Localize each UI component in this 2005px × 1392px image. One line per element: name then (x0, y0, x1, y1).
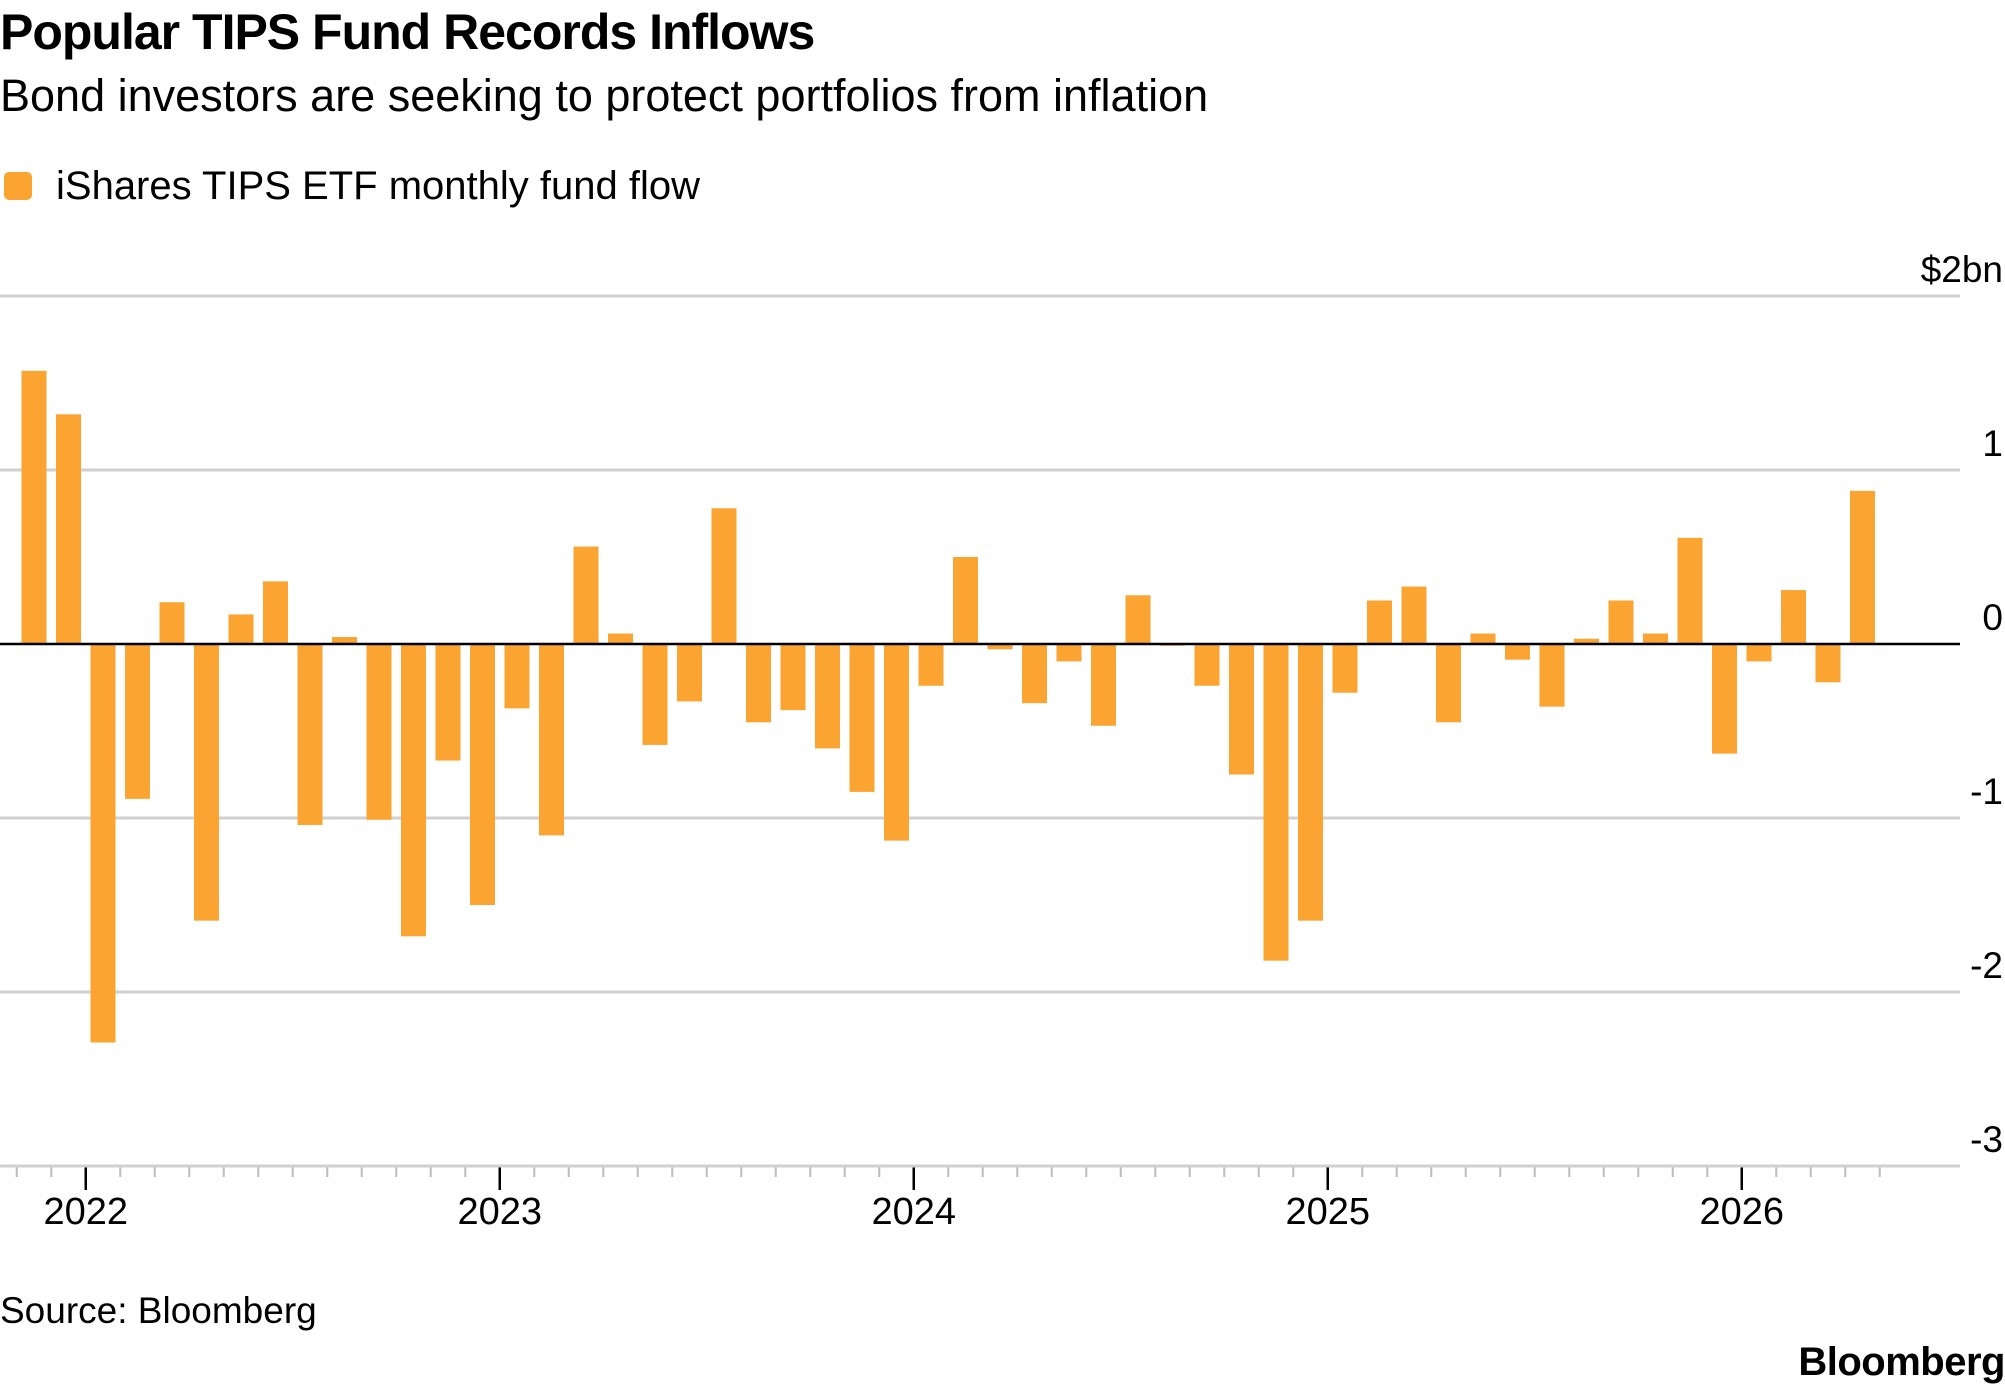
chart-title: Popular TIPS Fund Records Inflows (0, 4, 815, 60)
x-axis-ticks (0, 1164, 1960, 1190)
bar-2023-03 (573, 546, 599, 644)
x-tick-label: 2026 (1699, 1191, 1784, 1233)
bar-2025-02 (1367, 600, 1392, 644)
legend-swatch (4, 172, 32, 200)
bar-2021-11 (21, 370, 47, 644)
bar-2026-03 (1815, 644, 1841, 683)
bar-2022-04 (194, 644, 219, 921)
bar-2025-08 (1574, 638, 1599, 644)
bar-2022-10 (401, 644, 426, 937)
bar-2025-06 (1505, 644, 1530, 660)
y-tick-label: -1 (1970, 771, 2003, 812)
x-tick-label: 2025 (1285, 1191, 1370, 1233)
bar-2024-02 (953, 557, 978, 644)
bar-2024-01 (918, 644, 944, 686)
bar-2025-05 (1470, 633, 1496, 644)
y-tick-label: -3 (1970, 1119, 2003, 1160)
axis-labels: $2bn 1 0 -1 -2 -3 2022 2023 2024 2025 2026 (43, 249, 2003, 1233)
y-tick-label: -2 (1970, 945, 2003, 986)
bar-2026-01 (1746, 644, 1772, 662)
bar-2024-09 (1194, 644, 1220, 686)
bar-2022-03 (159, 602, 185, 644)
bar-2022-09 (366, 644, 392, 820)
x-tick-label: 2024 (871, 1191, 956, 1233)
bar-2022-01 (90, 644, 116, 1043)
bar-2023-11 (849, 644, 875, 792)
bar-2023-09 (780, 644, 806, 711)
bar-2023-08 (746, 644, 771, 723)
brand-logo-text: Bloomberg (1798, 1340, 2005, 1384)
bar-2025-11 (1677, 537, 1703, 644)
bar-2024-06 (1091, 644, 1116, 726)
chart-subtitle: Bond investors are seeking to protect po… (0, 70, 1209, 121)
x-tick-label: 2022 (43, 1191, 128, 1233)
bars (21, 370, 1875, 1043)
bar-2023-07 (711, 508, 737, 644)
bar-2023-10 (815, 644, 840, 749)
bar-2025-03 (1401, 586, 1427, 644)
gridlines (0, 294, 1960, 1168)
bar-2022-08 (332, 637, 357, 644)
bar-2023-05 (642, 644, 668, 745)
bar-2024-04 (1022, 644, 1047, 704)
bar-2025-04 (1436, 644, 1461, 723)
bar-2023-12 (884, 644, 909, 841)
bar-2022-12 (470, 644, 495, 905)
bar-2026-04 (1850, 490, 1875, 644)
x-tick-label: 2023 (457, 1191, 542, 1233)
bar-2022-02 (125, 644, 150, 799)
bar-2024-07 (1125, 595, 1151, 644)
bar-2024-03 (987, 644, 1013, 650)
y-tick-label: 1 (1982, 423, 2003, 464)
bar-2025-09 (1608, 600, 1634, 644)
bar-2022-11 (435, 644, 461, 761)
bar-2022-05 (228, 614, 254, 644)
bar-2023-01 (504, 644, 530, 709)
bar-2025-07 (1539, 644, 1565, 707)
bar-2023-06 (677, 644, 702, 702)
bar-2025-01 (1332, 644, 1358, 693)
bar-2024-11 (1263, 644, 1289, 961)
bar-2021-12 (56, 414, 81, 644)
y-tick-label: $2bn (1921, 249, 2003, 290)
bar-2025-10 (1643, 633, 1668, 644)
y-tick-label: 0 (1982, 597, 2003, 638)
bar-2023-02 (539, 644, 564, 836)
source-note: Source: Bloomberg (0, 1290, 317, 1331)
legend-label: iShares TIPS ETF monthly fund flow (56, 164, 700, 208)
bar-2023-04 (608, 633, 633, 644)
bar-2026-02 (1781, 590, 1806, 644)
bar-2024-05 (1056, 644, 1082, 662)
bar-2025-12 (1712, 644, 1737, 754)
bar-2024-12 (1298, 644, 1323, 921)
bar-2022-06 (263, 581, 288, 644)
bar-2024-10 (1229, 644, 1254, 775)
bar-2022-07 (297, 644, 323, 825)
legend: iShares TIPS ETF monthly fund flow (0, 160, 700, 212)
